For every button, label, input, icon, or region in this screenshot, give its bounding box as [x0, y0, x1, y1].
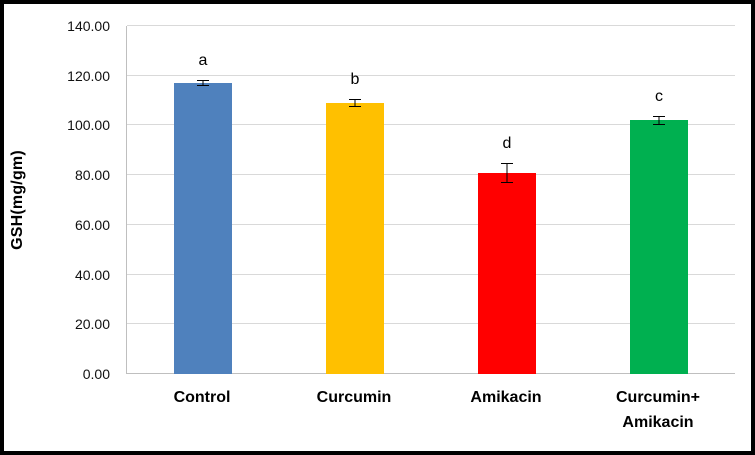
- error-bar-line: [506, 162, 508, 183]
- x-axis-labels: Control Curcumin Amikacin Curcumin+ Amikaci…: [126, 386, 734, 436]
- gridline: [127, 74, 735, 76]
- error-bar-cap-bottom: [501, 181, 513, 183]
- error-bar-cap-bottom: [197, 85, 209, 87]
- gridline: [127, 25, 735, 26]
- gridline: [127, 273, 735, 275]
- y-axis: 0.00 20.00 40.00 60.00 80.00 100.00 120.00 140.…: [4, 18, 116, 382]
- error-bar-line: [658, 116, 660, 125]
- y-tick-label: 60.00: [74, 216, 110, 233]
- error-bar-cap-bottom: [653, 123, 665, 125]
- significance-letter-control: a: [198, 52, 208, 70]
- gridline: [127, 223, 735, 225]
- bar-control: [174, 83, 232, 374]
- error-bar-cap-top: [653, 116, 665, 117]
- bar-curcumin: [326, 103, 384, 374]
- bar-group-amikacin: d: [431, 26, 583, 374]
- gridline: [127, 174, 735, 176]
- y-tick-label: 140.00: [67, 18, 110, 34]
- plot-area: a b d c: [126, 25, 735, 374]
- bar-group-curcumin: b: [279, 26, 431, 374]
- y-tick-label: 40.00: [74, 266, 110, 283]
- bar-series: a b d c: [127, 26, 735, 374]
- error-bar-curcumin-amikacin: [653, 116, 665, 125]
- y-tick-label: 0.00: [82, 366, 110, 382]
- y-tick-label: 20.00: [74, 316, 110, 333]
- y-tick-label: 120.00: [67, 67, 110, 84]
- y-tick-label: 100.00: [67, 117, 110, 134]
- error-bar-cap-top: [197, 80, 209, 82]
- gridline: [127, 323, 735, 325]
- error-bar-cap-top: [349, 99, 361, 101]
- bar-curcumin-amikacin: [630, 120, 688, 374]
- x-label-curcumin: Curcumin: [316, 389, 392, 406]
- error-bar-cap-top: [501, 162, 513, 164]
- significance-letter-curcumin-amikacin: c: [655, 87, 663, 105]
- bar-group-control: a: [127, 26, 279, 374]
- error-bar-curcumin: [349, 99, 361, 107]
- bar-amikacin: [478, 172, 536, 374]
- error-bar-control: [197, 80, 209, 87]
- bar-group-curcumin-amikacin: c: [583, 26, 735, 374]
- x-label-curcumin-amikacin: Curcumin+ Amikacin: [615, 389, 700, 431]
- error-bar-line: [202, 80, 204, 87]
- y-tick-label: 80.00: [74, 167, 110, 184]
- significance-letter-amikacin: d: [502, 134, 512, 152]
- x-label-control: Control: [173, 389, 231, 406]
- gridline: [127, 124, 735, 126]
- error-bar-cap-bottom: [349, 105, 361, 107]
- error-bar-amikacin: [501, 162, 513, 183]
- x-label-amikacin: Amikacin: [470, 389, 542, 406]
- x-axis-line: [127, 373, 735, 374]
- error-bar-line: [354, 99, 356, 107]
- significance-letter-curcumin: b: [350, 71, 360, 89]
